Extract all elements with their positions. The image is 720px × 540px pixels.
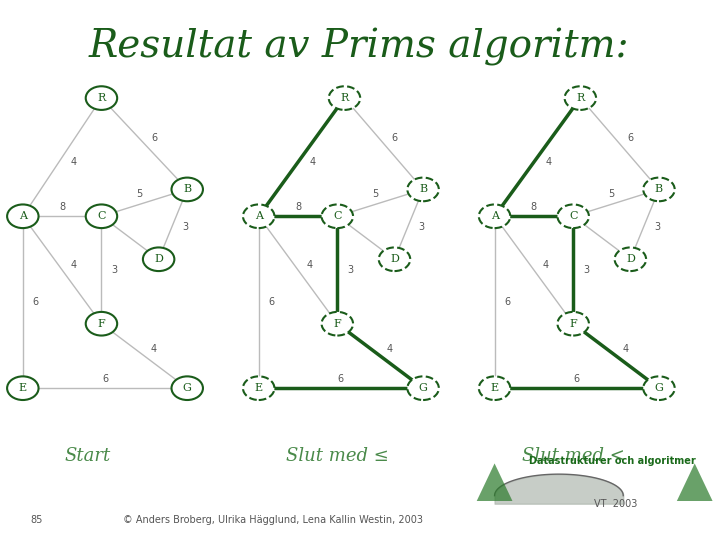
Text: E: E — [255, 383, 263, 393]
Text: D: D — [626, 254, 635, 264]
Text: 6: 6 — [505, 297, 510, 307]
Text: R: R — [97, 93, 106, 103]
Text: C: C — [333, 211, 341, 221]
Text: R: R — [341, 93, 348, 103]
Text: A: A — [19, 211, 27, 221]
Text: C: C — [97, 211, 106, 221]
Text: 8: 8 — [295, 201, 301, 212]
Text: 4: 4 — [622, 344, 629, 354]
Text: 6: 6 — [32, 297, 39, 307]
Text: 3: 3 — [182, 222, 189, 232]
Text: F: F — [333, 319, 341, 329]
Text: E: E — [490, 383, 499, 393]
Text: 85: 85 — [30, 515, 42, 525]
Text: R: R — [576, 93, 585, 103]
Text: F: F — [570, 319, 577, 329]
Circle shape — [243, 205, 274, 228]
Text: 6: 6 — [102, 374, 108, 383]
Text: C: C — [569, 211, 577, 221]
Text: Slut med <: Slut med < — [522, 447, 625, 465]
Text: G: G — [183, 383, 192, 393]
Circle shape — [479, 205, 510, 228]
Text: 6: 6 — [574, 374, 580, 383]
Polygon shape — [677, 463, 713, 501]
Text: 5: 5 — [608, 189, 614, 199]
Text: Slut med ≤: Slut med ≤ — [286, 447, 389, 465]
Circle shape — [86, 86, 117, 110]
Text: 4: 4 — [386, 344, 392, 354]
Circle shape — [171, 376, 203, 400]
Text: B: B — [655, 185, 663, 194]
Text: Resultat av Prims algoritm:: Resultat av Prims algoritm: — [89, 28, 629, 66]
Text: 3: 3 — [112, 265, 117, 275]
Circle shape — [322, 312, 353, 335]
Circle shape — [479, 376, 510, 400]
Text: A: A — [490, 211, 498, 221]
Text: 8: 8 — [59, 201, 66, 212]
Text: G: G — [654, 383, 663, 393]
Text: 4: 4 — [306, 260, 312, 271]
Text: Start: Start — [64, 447, 110, 465]
Text: E: E — [19, 383, 27, 393]
Circle shape — [86, 312, 117, 335]
Circle shape — [86, 205, 117, 228]
Circle shape — [408, 178, 438, 201]
Text: B: B — [183, 185, 192, 194]
Circle shape — [557, 312, 589, 335]
Text: 5: 5 — [372, 189, 379, 199]
Text: D: D — [154, 254, 163, 264]
Text: 6: 6 — [392, 133, 397, 144]
Text: 4: 4 — [71, 157, 77, 166]
Text: D: D — [390, 254, 399, 264]
Circle shape — [322, 205, 353, 228]
Text: 4: 4 — [310, 157, 316, 167]
Text: 6: 6 — [338, 374, 344, 383]
Text: VT  2003: VT 2003 — [595, 499, 638, 509]
Text: B: B — [419, 185, 427, 194]
Text: 3: 3 — [347, 265, 354, 275]
Circle shape — [557, 205, 589, 228]
Text: Datastrukturer och algoritmer: Datastrukturer och algoritmer — [529, 456, 696, 466]
Text: A: A — [255, 211, 263, 221]
Text: 4: 4 — [542, 260, 548, 271]
Text: 5: 5 — [136, 189, 143, 199]
Text: 6: 6 — [627, 133, 634, 144]
Text: 3: 3 — [418, 222, 424, 232]
Text: © Anders Broberg, Ulrika Hägglund, Lena Kallin Westin, 2003: © Anders Broberg, Ulrika Hägglund, Lena … — [123, 515, 423, 525]
Circle shape — [7, 376, 39, 400]
Polygon shape — [477, 463, 513, 501]
Text: 6: 6 — [152, 133, 158, 143]
Text: G: G — [418, 383, 428, 393]
Circle shape — [243, 376, 274, 400]
Circle shape — [329, 86, 360, 110]
Circle shape — [143, 247, 174, 271]
Circle shape — [171, 178, 203, 201]
Text: 3: 3 — [654, 222, 660, 232]
Text: 4: 4 — [150, 344, 156, 354]
Text: 4: 4 — [546, 157, 552, 167]
Text: 8: 8 — [531, 201, 537, 212]
Text: 4: 4 — [71, 260, 76, 271]
Text: F: F — [98, 319, 105, 329]
Circle shape — [615, 247, 646, 271]
Text: 3: 3 — [583, 265, 589, 275]
Circle shape — [408, 376, 438, 400]
Circle shape — [7, 205, 39, 228]
Circle shape — [379, 247, 410, 271]
Circle shape — [643, 178, 675, 201]
Circle shape — [564, 86, 596, 110]
Text: 6: 6 — [269, 297, 274, 307]
Circle shape — [643, 376, 675, 400]
